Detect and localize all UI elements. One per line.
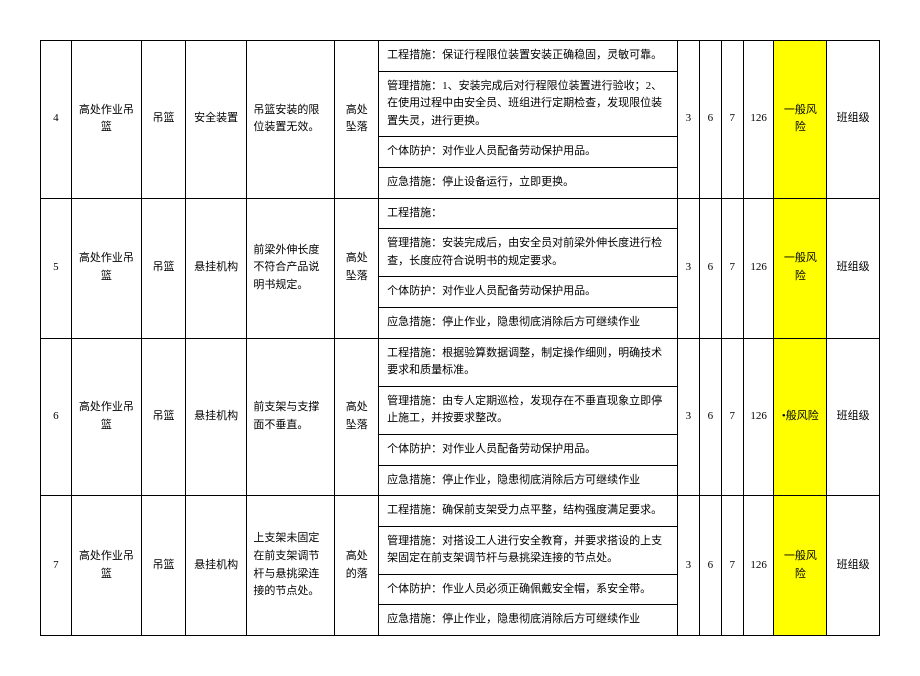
col-job: 高处作业吊篮	[71, 496, 141, 636]
col-n3: 7	[721, 41, 743, 199]
measure-ppe: 个体防护：作业人员必须正确佩戴安全帽，系安全带。	[379, 574, 678, 605]
col-desc: 上支架未固定在前支架调节杆与悬挑梁连接的节点处。	[247, 496, 335, 636]
col-item: 吊篮	[142, 41, 186, 199]
col-n1: 3	[677, 198, 699, 338]
measure-engineering: 工程措施：根据验算数据调整，制定操作细则，明确技术要求和质量标准。	[379, 338, 678, 386]
col-job: 高处作业吊篮	[71, 198, 141, 338]
col-desc: 前支架与支撑面不垂直。	[247, 338, 335, 496]
col-hazard: 高处坠落	[335, 338, 379, 496]
measure-emergency: 应急措施：停止作业，隐患彻底消除后方可继续作业	[379, 465, 678, 496]
col-n2: 6	[699, 41, 721, 199]
col-n1: 3	[677, 496, 699, 636]
measure-emergency: 应急措施：停止作业，隐患彻底消除后方可继续作业	[379, 307, 678, 338]
col-n2: 6	[699, 496, 721, 636]
col-desc: 吊篮安装的限位装置无效。	[247, 41, 335, 199]
measure-management: 管理措施：对搭设工人进行安全教育，并要求搭设的上支架固定在前支架调节杆与悬挑梁连…	[379, 526, 678, 574]
measure-management: 管理措施：安装完成后，由安全员对前梁外伸长度进行检查，长度应符合说明书的规定要求…	[379, 229, 678, 277]
col-job: 高处作业吊篮	[71, 41, 141, 199]
col-score: 126	[743, 41, 774, 199]
measure-ppe: 个体防护：对作业人员配备劳动保护用品。	[379, 137, 678, 168]
col-item: 吊篮	[142, 496, 186, 636]
col-n3: 7	[721, 496, 743, 636]
col-sub: 悬挂机构	[185, 496, 246, 636]
measure-management: 管理措施：由专人定期巡检，发现存在不垂直现象立即停止施工，并按要求整改。	[379, 386, 678, 434]
measure-engineering: 工程措施：保证行程限位装置安装正确稳固，灵敏可靠。	[379, 41, 678, 72]
col-level: 班组级	[827, 198, 880, 338]
risk-table: 4高处作业吊篮吊篮安全装置吊篮安装的限位装置无效。高处坠落工程措施：保证行程限位…	[40, 40, 880, 636]
col-hazard: 高处坠落	[335, 198, 379, 338]
col-level: 班组级	[827, 41, 880, 199]
col-sub: 悬挂机构	[185, 198, 246, 338]
col-risk: •般风险	[774, 338, 827, 496]
col-level: 班组级	[827, 338, 880, 496]
col-risk: 一般风险	[774, 41, 827, 199]
measure-engineering: 工程措施：确保前支架受力点平整，结构强度满足要求。	[379, 496, 678, 527]
col-hazard: 高处坠落	[335, 41, 379, 199]
col-risk: 一般风险	[774, 496, 827, 636]
col-score: 126	[743, 198, 774, 338]
col-index: 5	[41, 198, 72, 338]
col-hazard: 高处的落	[335, 496, 379, 636]
col-item: 吊篮	[142, 338, 186, 496]
col-n3: 7	[721, 338, 743, 496]
measure-emergency: 应急措施：停止作业，隐患彻底消除后方可继续作业	[379, 605, 678, 636]
col-n3: 7	[721, 198, 743, 338]
col-n2: 6	[699, 198, 721, 338]
col-index: 6	[41, 338, 72, 496]
col-n1: 3	[677, 338, 699, 496]
col-sub: 安全装置	[185, 41, 246, 199]
col-score: 126	[743, 496, 774, 636]
col-item: 吊篮	[142, 198, 186, 338]
col-sub: 悬挂机构	[185, 338, 246, 496]
col-index: 4	[41, 41, 72, 199]
col-desc: 前梁外伸长度不符合产品说明书规定。	[247, 198, 335, 338]
col-score: 126	[743, 338, 774, 496]
measure-ppe: 个体防护：对作业人员配备劳动保护用品。	[379, 434, 678, 465]
col-index: 7	[41, 496, 72, 636]
col-n1: 3	[677, 41, 699, 199]
col-n2: 6	[699, 338, 721, 496]
measure-emergency: 应急措施：停止设备运行，立即更换。	[379, 167, 678, 198]
col-job: 高处作业吊篮	[71, 338, 141, 496]
col-risk: 一般风险	[774, 198, 827, 338]
measure-engineering: 工程措施：	[379, 198, 678, 229]
measure-management: 管理措施：1、安装完成后对行程限位装置进行验收；2、在使用过程中由安全员、班组进…	[379, 71, 678, 137]
col-level: 班组级	[827, 496, 880, 636]
measure-ppe: 个体防护：对作业人员配备劳动保护用品。	[379, 277, 678, 308]
